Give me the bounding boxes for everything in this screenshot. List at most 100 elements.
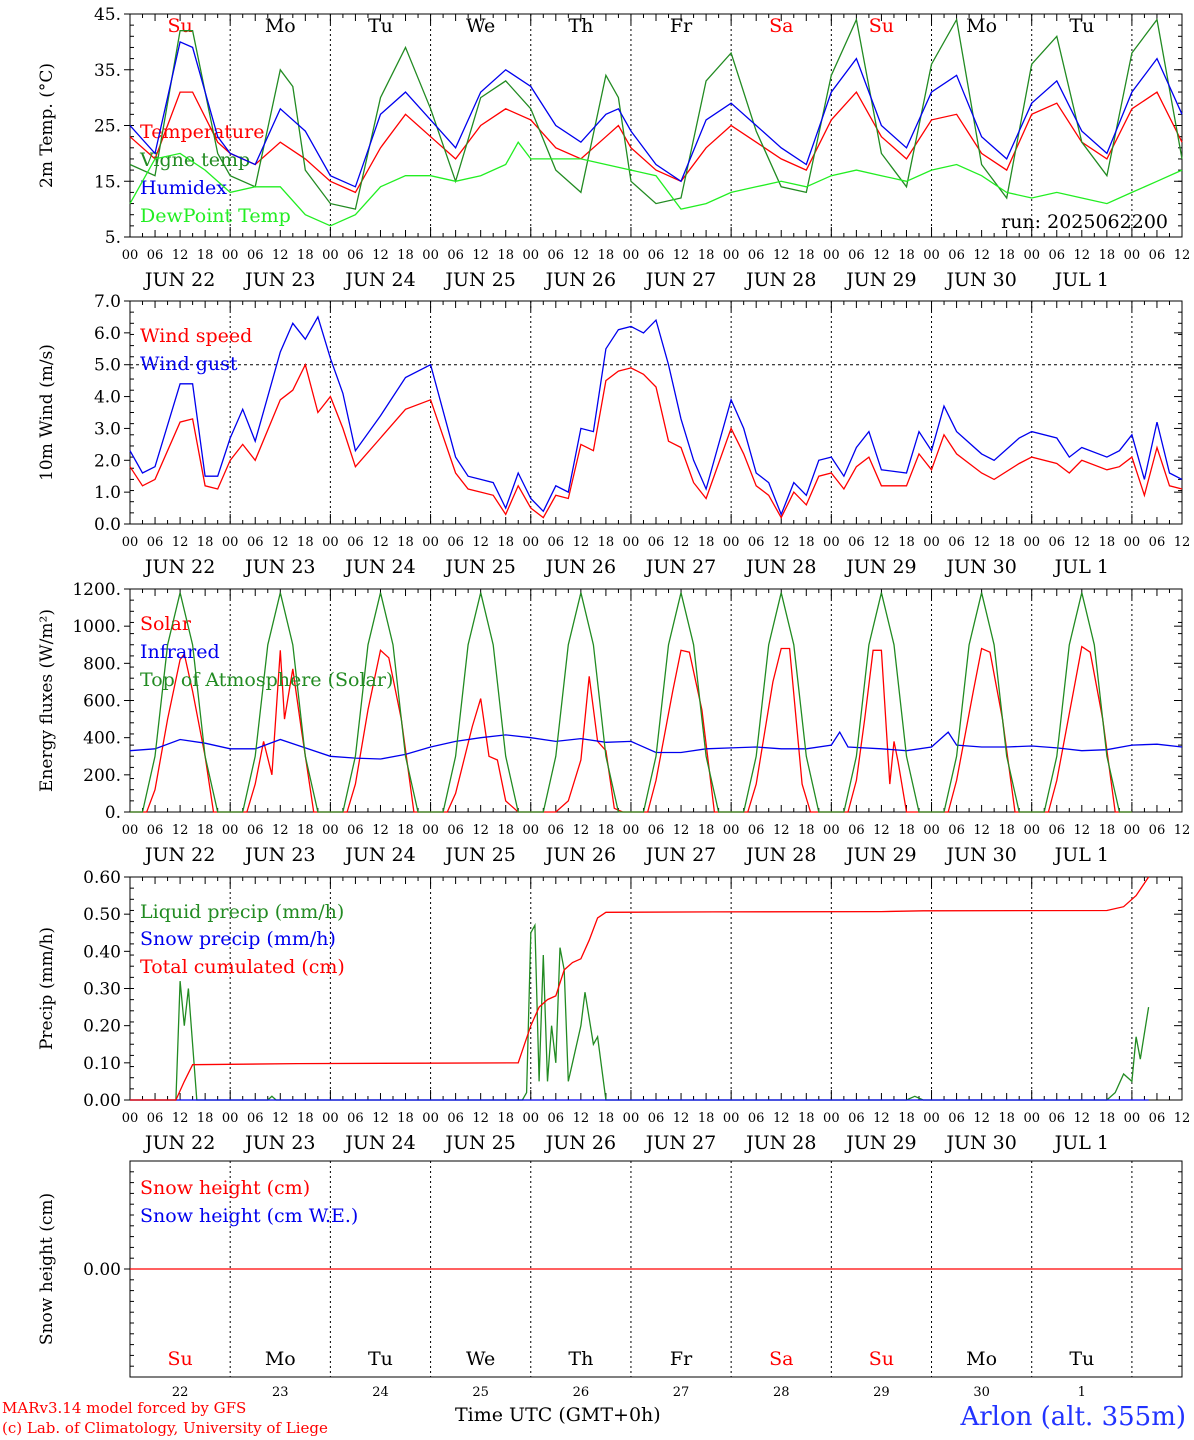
hour-tick-label: 12 <box>172 823 189 838</box>
date-label: JUN 24 <box>343 556 415 578</box>
hour-tick-label: 18 <box>297 1111 314 1126</box>
hour-tick-label: 18 <box>598 535 615 550</box>
hour-tick-label: 12 <box>773 535 790 550</box>
hour-tick-label: 06 <box>1149 248 1166 263</box>
hour-tick-label: 00 <box>522 1111 539 1126</box>
hour-tick-label: 12 <box>673 1111 690 1126</box>
hour-tick-label: 00 <box>222 248 239 263</box>
hour-tick-label: 00 <box>723 1111 740 1126</box>
y-tick-label: 7.0 <box>94 292 121 312</box>
hour-tick-label: 12 <box>372 248 389 263</box>
hour-tick-label: 12 <box>873 248 890 263</box>
hour-tick-label: 12 <box>873 823 890 838</box>
date-label: JUL 1 <box>1053 1132 1109 1154</box>
date-label: JUL 1 <box>1053 844 1109 866</box>
date-label: JUN 25 <box>443 844 515 866</box>
hour-tick-label: 12 <box>272 1111 289 1126</box>
hour-tick-label: 12 <box>372 823 389 838</box>
hour-tick-label: 18 <box>197 1111 214 1126</box>
y-axis-label: 2m Temp. (°C) <box>37 63 57 188</box>
lab-credit-line: (c) Lab. of Climatology, University of L… <box>2 1419 328 1437</box>
hour-tick-label: 00 <box>1124 1111 1141 1126</box>
hour-tick-label: 18 <box>1099 823 1116 838</box>
hour-tick-label: 00 <box>322 823 339 838</box>
hour-tick-label: 12 <box>1174 823 1191 838</box>
hour-tick-label: 12 <box>873 535 890 550</box>
hour-tick-label: 18 <box>497 1111 514 1126</box>
hour-tick-label: 06 <box>247 535 264 550</box>
legend-temp-entry: Temperature <box>140 121 264 143</box>
hour-tick-label: 18 <box>197 248 214 263</box>
hour-tick-label: 00 <box>222 823 239 838</box>
date-label: JUN 23 <box>243 1132 315 1154</box>
series-line-vigne-temp <box>129 17 1183 210</box>
hour-tick-label: 18 <box>698 248 715 263</box>
series-line-dewpoint-temp <box>129 141 1183 227</box>
hour-tick-label: 06 <box>1048 823 1065 838</box>
legend-temp-entry: DewPoint Temp <box>140 205 291 227</box>
y-tick-label: 0.50 <box>83 905 121 925</box>
y-tick-label: 4.0 <box>94 388 121 408</box>
hour-tick-label: 18 <box>397 248 414 263</box>
hour-tick-label: 00 <box>522 535 539 550</box>
y-tick-label: 5.0 <box>94 356 121 376</box>
y-tick-label: 15. <box>94 172 121 192</box>
hour-tick-label: 12 <box>973 535 990 550</box>
hour-tick-label: 00 <box>623 535 640 550</box>
hour-tick-label: 06 <box>1149 1111 1166 1126</box>
hour-tick-label: 12 <box>573 535 590 550</box>
date-label: JUN 23 <box>243 269 315 291</box>
hour-tick-label: 12 <box>172 535 189 550</box>
weekday-label: Fr <box>670 1348 693 1370</box>
hour-tick-label: 18 <box>798 1111 815 1126</box>
hour-tick-label: 00 <box>422 1111 439 1126</box>
hour-tick-label: 18 <box>1099 535 1116 550</box>
panel-2: 7.0 6.0 5.0 4.0 3.0 2.0 1.0 0.0 10m Wind (m/s) 00… <box>37 292 1190 578</box>
hour-tick-label: 00 <box>623 823 640 838</box>
date-label: JUN 24 <box>343 844 415 866</box>
date-label: JUN 23 <box>243 556 315 578</box>
hour-tick-label: 18 <box>698 535 715 550</box>
date-label: JUN 26 <box>544 269 616 291</box>
hour-tick-label: 00 <box>1124 823 1141 838</box>
y-tick-label: 0. <box>105 803 121 823</box>
hour-tick-label: 06 <box>748 248 765 263</box>
hour-tick-label: 00 <box>122 535 139 550</box>
day-number-label: 27 <box>673 1385 690 1400</box>
hour-tick-label: 18 <box>297 248 314 263</box>
date-label: JUN 25 <box>443 1132 515 1154</box>
hour-tick-label: 00 <box>1023 1111 1040 1126</box>
legend-temp-entry: Humidex <box>140 177 227 199</box>
day-number-label: 24 <box>372 1385 389 1400</box>
hour-tick-label: 00 <box>923 248 940 263</box>
hour-tick-label: 12 <box>172 248 189 263</box>
hour-tick-label: 12 <box>372 535 389 550</box>
hour-tick-label: 18 <box>998 248 1015 263</box>
hour-tick-label: 18 <box>798 823 815 838</box>
y-tick-label: 45. <box>94 5 121 25</box>
weekday-label: Tu <box>368 15 393 37</box>
legend-precip-entry: Liquid precip (mm/h) <box>140 901 344 923</box>
legend-wind-entry: Wind speed <box>140 325 252 347</box>
panel-5: 0.00 Snow height (cm) Su Mo Tu We Th Fr Sa Su Mo Tu… <box>37 1160 1183 1400</box>
date-label: JUN 23 <box>243 844 315 866</box>
date-label: JUN 24 <box>343 1132 415 1154</box>
y-tick-label: 1200. <box>72 580 121 600</box>
date-label: JUN 25 <box>443 269 515 291</box>
date-label: JUN 27 <box>644 844 716 866</box>
hour-tick-label: 00 <box>122 1111 139 1126</box>
hour-tick-label: 18 <box>698 823 715 838</box>
hour-tick-label: 18 <box>898 535 915 550</box>
hour-tick-label: 06 <box>147 535 164 550</box>
weekday-label: Mo <box>265 1348 296 1370</box>
date-label: JUN 29 <box>844 844 916 866</box>
hour-tick-label: 12 <box>272 823 289 838</box>
hour-tick-label: 00 <box>623 1111 640 1126</box>
weekday-label: Su <box>167 1348 192 1370</box>
hour-tick-label: 06 <box>648 1111 665 1126</box>
y-axis-label: Precip (mm/h) <box>37 927 57 1050</box>
hour-tick-label: 12 <box>573 823 590 838</box>
hour-tick-label: 00 <box>1124 535 1141 550</box>
hour-tick-label: 00 <box>422 823 439 838</box>
hour-tick-label: 18 <box>497 248 514 263</box>
